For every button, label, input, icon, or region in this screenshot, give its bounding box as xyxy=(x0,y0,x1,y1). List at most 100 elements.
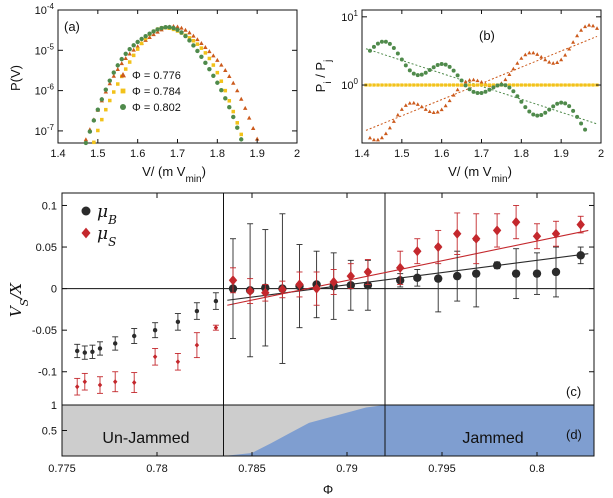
unjammed-region xyxy=(62,405,224,456)
panel-b-point xyxy=(571,108,576,113)
panel-b-point xyxy=(511,89,516,94)
panel-b-point xyxy=(571,83,575,87)
panel-b-point xyxy=(539,54,544,59)
panel-b-point xyxy=(515,61,520,65)
panel-c-point xyxy=(363,266,373,278)
panel-c-point xyxy=(363,281,373,290)
panel-b-point xyxy=(487,87,492,92)
panel-b-point xyxy=(547,83,551,87)
panel-c-y-tick-label: 0.1 xyxy=(42,200,57,212)
panel-b-point xyxy=(371,44,376,49)
panel-a-x-axis-label-main: V/ (m V xyxy=(142,164,186,179)
panel-b-point xyxy=(559,83,563,87)
panel-b-point xyxy=(511,66,516,71)
panel-b-point xyxy=(391,119,396,123)
panel-a-point xyxy=(239,137,244,142)
panel-d-x-tick-label: 0.8 xyxy=(529,463,544,475)
panel-b-point xyxy=(440,83,444,87)
panel-b-point xyxy=(403,63,408,68)
panel-c-legend-symbol: μ xyxy=(97,224,108,244)
panel-b-point xyxy=(416,83,420,87)
panel-b-x-tick-label: 1.7 xyxy=(474,148,489,160)
panel-a-point xyxy=(207,56,212,61)
region-label-unjammed: Un-Jammed xyxy=(102,430,189,447)
panel-a-point xyxy=(139,36,144,42)
panel-d-x-tick-label: 0.785 xyxy=(238,463,266,475)
panel-a-point xyxy=(96,128,100,133)
panel-a-point xyxy=(211,73,216,78)
panel-a-point xyxy=(108,98,112,103)
panel-c-guides xyxy=(62,193,594,405)
panel-b-point xyxy=(515,83,519,87)
panel-b-y-tick-label-base: 10 xyxy=(341,80,353,92)
panel-a-point xyxy=(203,51,208,55)
panel-c-point xyxy=(245,286,255,297)
panel-c-legend-marker xyxy=(81,206,91,216)
panel-b-point xyxy=(531,83,535,87)
panel-b-point xyxy=(587,23,592,27)
panel-c-legend-sub: B xyxy=(107,213,117,227)
panel-a-point xyxy=(115,67,120,71)
panel-a-point xyxy=(111,73,116,78)
panel-b-point xyxy=(411,71,416,76)
panel-c-point xyxy=(261,287,270,298)
panel-a-point xyxy=(103,87,109,92)
panel-b-point xyxy=(507,85,512,90)
panel-a-point xyxy=(219,88,224,93)
panel-b-point xyxy=(420,83,424,87)
panel-a-point xyxy=(239,96,244,101)
panel-b-point xyxy=(507,72,512,77)
panel-c-y-axis-label-sub: S xyxy=(18,298,31,306)
panel-a-point xyxy=(187,30,192,35)
panel-a-point xyxy=(143,36,148,41)
panel-a-point xyxy=(131,53,136,58)
panel-a-point xyxy=(175,27,180,32)
panel-a-point xyxy=(219,62,224,67)
panel-c-point xyxy=(228,275,238,286)
panel-c-point xyxy=(532,231,542,242)
panel-a-point xyxy=(187,36,192,40)
panel-b-x-tick-label: 1.8 xyxy=(514,148,529,160)
panel-a-point xyxy=(123,67,128,71)
panel-b-point xyxy=(583,83,587,87)
jammed-region xyxy=(385,405,594,456)
panel-b-point xyxy=(463,79,468,84)
panel-c-point xyxy=(82,379,87,385)
panel-b-point xyxy=(479,80,484,84)
panel-d-x-tick-label: 0.795 xyxy=(428,463,456,475)
panel-a-point xyxy=(127,47,132,52)
panel-b-point xyxy=(535,52,540,56)
panel-a-point xyxy=(147,31,152,36)
panel-c-point xyxy=(75,348,80,354)
panel-a-point xyxy=(135,39,140,45)
panel-c-point xyxy=(434,274,443,283)
panel-b-point xyxy=(503,83,508,88)
panel-d-y-tick-label: 0.5 xyxy=(42,426,57,438)
panel-b-point xyxy=(555,101,560,106)
panel-b-point xyxy=(547,60,552,64)
panel-c-point xyxy=(413,273,422,282)
panel-c-point xyxy=(113,341,118,346)
panel-b-point xyxy=(463,83,468,88)
panel-a-point xyxy=(175,24,180,29)
panel-b-point xyxy=(399,107,404,111)
panel-b-point xyxy=(404,83,408,87)
panel-a-point xyxy=(143,33,148,39)
panel-b-point xyxy=(459,78,464,83)
panel-b-point xyxy=(559,57,564,62)
panel-a-y-tick-label-base: 10 xyxy=(35,45,47,57)
panel-b-point xyxy=(455,87,460,92)
panel-c-y-tick-label: 0 xyxy=(51,284,57,296)
panel-b-point xyxy=(452,83,456,87)
panel-b-y-axis-label-sep: / P xyxy=(313,62,328,82)
panel-b-y-tick-label-power: 1 xyxy=(354,9,359,18)
panel-b-point xyxy=(467,78,472,82)
panel-a-point xyxy=(211,63,216,67)
panel-b-y-axis-label-sub1: i xyxy=(323,81,334,83)
panel-c-y-tick-label: 0.05 xyxy=(36,242,57,254)
panel-a-legend-label: Φ = 0.802 xyxy=(132,102,181,114)
panel-b-label: (b) xyxy=(479,28,495,43)
panel-a-point xyxy=(227,74,232,78)
panel-c-legend-label: μS xyxy=(97,224,116,249)
